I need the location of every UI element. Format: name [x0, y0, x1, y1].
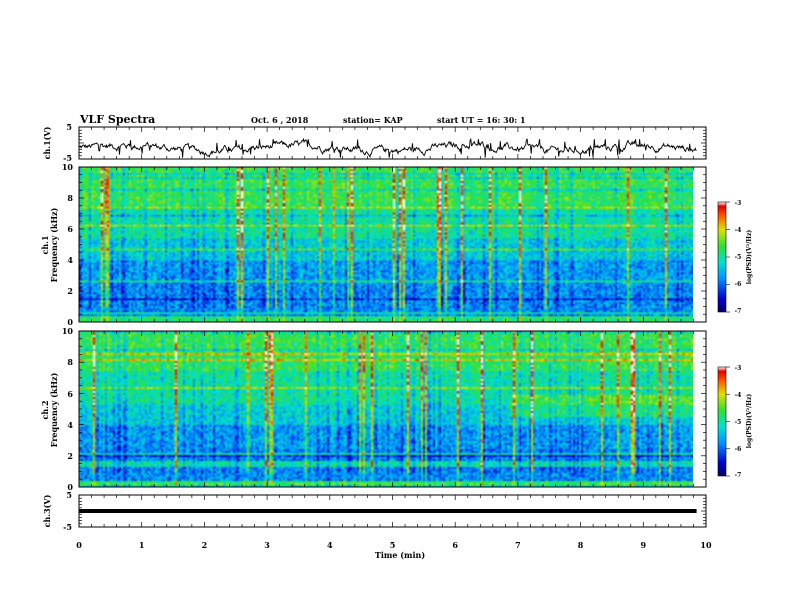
- x-tick-7: 7: [515, 540, 521, 550]
- ch1-ytick-top: 5: [66, 122, 72, 132]
- ch2-cb-tick-m3: -3: [735, 365, 742, 372]
- ch2-freq-tick-6: 6: [67, 389, 73, 399]
- ch1-colorbar: [717, 201, 727, 313]
- ch2-cb-tick-m6: -6: [735, 446, 742, 453]
- ch1-cb-tick-m3: -3: [735, 200, 742, 207]
- x-tick-10: 10: [700, 540, 712, 550]
- ch2-cb-tick-m4: -4: [735, 392, 742, 399]
- ch2-freq-tick-0: 0: [67, 482, 73, 492]
- ch2-spectrogram-panel: 10 8 6 4 2 0 ch.2 Frequency (kHz) -3 -4 …: [40, 326, 753, 492]
- ch1-spectrogram-panel: 10 8 6 4 2 0 ch.1 Frequency (kHz) -3 -4 …: [40, 162, 753, 327]
- station-label: station= KAP: [343, 115, 403, 125]
- ch2-spec-ylabel-freq: Frequency (kHz): [49, 372, 59, 447]
- ch2-freq-tick-4: 4: [67, 420, 73, 430]
- ch1-colorbar-label: log(PSD)(V²/Hz): [746, 230, 753, 285]
- x-axis-tick-labels: 0 1 2 3 4 5 6 7 8 9 10: [76, 540, 712, 550]
- ch3-ytick-top: 5: [66, 490, 72, 500]
- ch1-freq-tick-2: 2: [67, 286, 73, 296]
- ch1-spec-ylabel-freq: Frequency (kHz): [49, 207, 59, 282]
- ch1-freq-tick-6: 6: [67, 224, 73, 234]
- x-tick-2: 2: [202, 540, 208, 550]
- start-time-label: start UT = 16: 30: 1: [437, 115, 526, 125]
- x-tick-8: 8: [578, 540, 584, 550]
- ch1-cb-tick-m7: -7: [735, 308, 742, 315]
- x-tick-6: 6: [452, 540, 458, 550]
- x-tick-5: 5: [390, 540, 396, 550]
- ch1-ylabel: ch.1(V): [42, 126, 52, 159]
- ch1-cb-tick-m5: -5: [735, 254, 742, 261]
- ch2-freq-tick-2: 2: [67, 451, 73, 461]
- ch3-ytick-bottom: -5: [63, 522, 72, 532]
- ch1-spectrogram-image: [79, 167, 693, 322]
- ch1-freq-tick-4: 4: [67, 255, 73, 265]
- x-tick-9: 9: [641, 540, 647, 550]
- ch2-freq-tick-8: 8: [67, 357, 73, 367]
- ch1-freq-tick-10: 10: [62, 162, 74, 172]
- ch2-cb-tick-m7: -7: [735, 472, 742, 479]
- ch1-freq-tick-0: 0: [67, 317, 73, 327]
- ch1-waveform-panel: 5 -5 ch.1(V): [42, 122, 707, 163]
- figure-title: VLF Spectra: [79, 113, 155, 126]
- ch1-ytick-bottom: -5: [63, 153, 72, 163]
- ch3-ylabel: ch.3(V): [42, 494, 52, 527]
- ch2-spec-ylabel: ch.2: [40, 400, 50, 419]
- x-tick-0: 0: [76, 540, 82, 550]
- ch3-waveform-panel: 5 -5 ch.3(V): [42, 490, 707, 532]
- x-tick-1: 1: [139, 540, 145, 550]
- ch2-freq-tick-10: 10: [62, 326, 74, 336]
- ch1-freq-tick-8: 8: [67, 193, 73, 203]
- ch1-waveform-trace: [78, 137, 697, 159]
- x-tick-4: 4: [327, 540, 333, 550]
- ch2-colorbar-label: log(PSD)(V²/Hz): [746, 394, 753, 449]
- x-tick-3: 3: [264, 540, 270, 550]
- ch2-colorbar: [717, 366, 727, 477]
- ch1-cb-tick-m4: -4: [735, 227, 742, 234]
- date-label: Oct. 6 , 2018: [251, 115, 309, 125]
- ch1-spec-ylabel: ch.1: [40, 235, 50, 254]
- ch2-cb-tick-m5: -5: [735, 419, 742, 426]
- ch1-cb-tick-m6: -6: [735, 281, 742, 288]
- ch2-spectrogram-image: [79, 331, 693, 487]
- x-axis-label: Time (min): [375, 550, 425, 560]
